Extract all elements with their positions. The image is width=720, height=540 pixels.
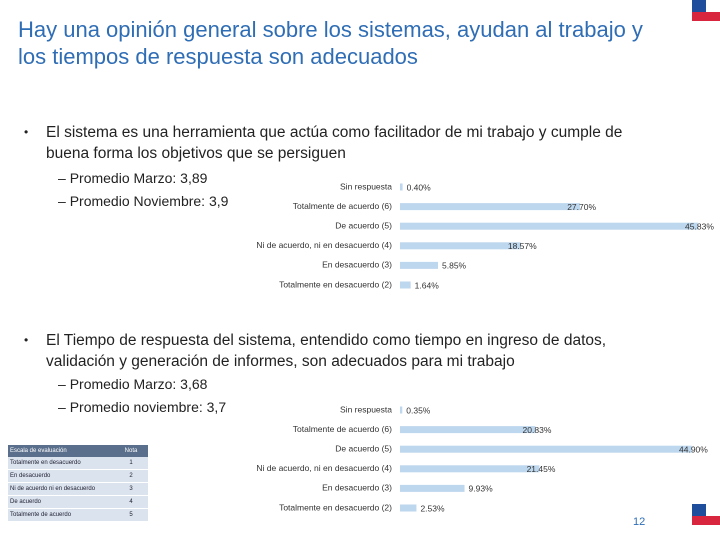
value-label: 44.90% — [679, 444, 708, 454]
table-header: Nota — [114, 445, 148, 457]
category-label: Sin respuesta — [340, 181, 392, 191]
category-label: En desacuerdo (3) — [322, 483, 392, 493]
sub-list: Promedio Marzo: 3,68 Promedio noviembre:… — [58, 373, 226, 419]
sub-item: Promedio Noviembre: 3,9 — [58, 190, 229, 213]
flag-blue — [692, 504, 706, 516]
table-cell: Ni de acuerdo ni en desacuerdo — [8, 482, 114, 496]
value-label: 27.70% — [567, 202, 596, 212]
bar — [400, 504, 417, 512]
table-row: Ni de acuerdo ni en desacuerdo 3 — [8, 482, 148, 496]
bar — [400, 261, 439, 269]
flag-blue — [692, 0, 706, 12]
bar — [400, 222, 698, 230]
bar — [400, 445, 692, 453]
bar — [400, 484, 465, 492]
category-label: En desacuerdo (3) — [322, 260, 392, 270]
value-label: 20.83% — [523, 425, 552, 435]
table-header: Escala de evaluación — [8, 445, 114, 457]
category-label: De acuerdo (5) — [335, 443, 392, 453]
bullet: El sistema es una herramienta que actúa … — [24, 122, 656, 164]
value-label: 18.57% — [508, 241, 537, 251]
slide-title: Hay una opinión general sobre los sistem… — [18, 17, 643, 69]
bar — [400, 406, 403, 414]
table-cell: 1 — [114, 457, 148, 470]
sub-item: Promedio Marzo: 3,68 — [58, 373, 226, 396]
bar — [400, 426, 536, 434]
table-cell: De acuerdo — [8, 495, 114, 509]
category-label: De acuerdo (5) — [335, 220, 392, 230]
category-label: Totalmente en desacuerdo (2) — [279, 279, 392, 289]
table-cell: Totalmente de acuerdo — [8, 508, 114, 522]
sub-list: Promedio Marzo: 3,89 Promedio Noviembre:… — [58, 167, 229, 213]
table-row: En desacuerdo 2 — [8, 469, 148, 483]
bar — [400, 183, 403, 191]
value-label: 45.83% — [685, 221, 714, 231]
bar — [400, 465, 540, 473]
page-number: 12 — [633, 516, 646, 528]
flag-white — [706, 0, 720, 12]
category-label: Totalmente de acuerdo (6) — [293, 201, 392, 211]
value-label: 2.53% — [420, 503, 445, 513]
table-cell: 2 — [114, 469, 148, 483]
table-cell: En desacuerdo — [8, 469, 114, 483]
flag-red — [692, 12, 720, 21]
table-row: De acuerdo 4 — [8, 495, 148, 509]
table-row: Totalmente de acuerdo 5 — [8, 508, 148, 522]
table-cell: Totalmente en desacuerdo — [8, 457, 114, 470]
category-label: Sin respuesta — [340, 404, 392, 414]
category-label: Totalmente de acuerdo (6) — [293, 424, 392, 434]
table-cell: 5 — [114, 508, 148, 522]
value-label: 9.93% — [469, 484, 494, 494]
value-label: 21.45% — [527, 464, 556, 474]
sub-item: Promedio Marzo: 3,89 — [58, 167, 228, 190]
flag-red — [692, 516, 720, 525]
scale-table: Escala de evaluación Nota Totalmente en d… — [8, 445, 148, 522]
bar — [400, 242, 521, 250]
table-cell: 4 — [114, 495, 148, 509]
table-cell: 3 — [114, 482, 148, 496]
value-label: 1.64% — [415, 280, 440, 290]
sub-item: Promedio noviembre: 3,7 — [58, 396, 226, 419]
bar — [400, 203, 581, 211]
value-label: 5.85% — [442, 261, 467, 271]
category-label: Totalmente en desacuerdo (2) — [279, 502, 392, 512]
bullet: El Tiempo de respuesta del sistema, ente… — [24, 330, 656, 372]
value-label: 0.40% — [407, 182, 432, 192]
category-label: Ni de acuerdo, ni en desacuerdo (4) — [256, 463, 392, 473]
category-label: Ni de acuerdo, ni en desacuerdo (4) — [256, 240, 392, 250]
bar — [400, 281, 411, 289]
table-row: Totalmente en desacuerdo 1 — [8, 457, 148, 470]
value-label: 0.35% — [406, 405, 431, 415]
